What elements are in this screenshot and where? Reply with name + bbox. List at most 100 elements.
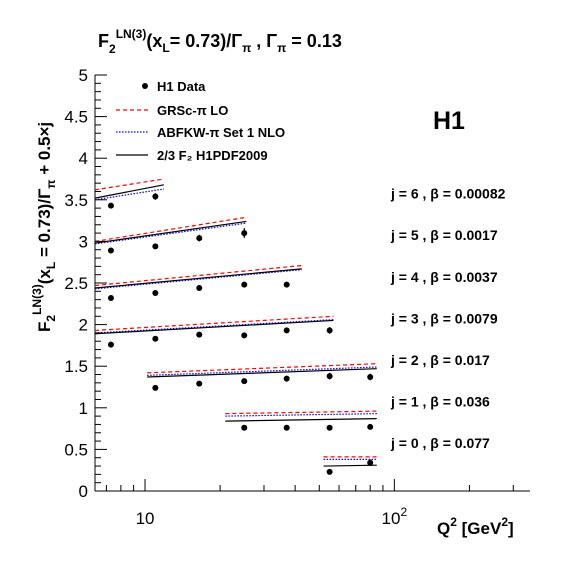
y-label-sub: 2 (44, 315, 58, 322)
x-tick-label: 102 (382, 505, 408, 528)
model-curves (94, 178, 377, 467)
data-point (283, 424, 290, 431)
title-sub: 2 (109, 42, 116, 56)
h1pdf-curve (94, 319, 334, 335)
x-axis-label: Q2 [GeV2] (437, 515, 514, 538)
title-part: F (98, 31, 109, 51)
data-point (241, 424, 248, 431)
abfkw-curve (94, 319, 334, 334)
y-tick-label: 0 (79, 482, 88, 501)
legend-label: H1 Data (157, 79, 206, 94)
legend: H1 Data GRSc-π LO ABFKW-π Set 1 NLO 2/3 F₂ … (116, 79, 285, 163)
h1pdf-curve (94, 184, 164, 199)
data-point (107, 341, 114, 348)
y-label-part: = 0.73)/Γ (35, 189, 54, 262)
h1pdf-curve (94, 268, 302, 289)
abfkw-curve (147, 366, 377, 376)
data-point (152, 289, 159, 296)
data-point (326, 327, 333, 334)
series-label: j = 2 , β = 0.017 (390, 352, 490, 368)
data-point (367, 459, 374, 466)
experiment-label: H1 (433, 107, 465, 135)
data-point (367, 423, 374, 430)
grsc-curve (147, 363, 377, 374)
data-point (152, 384, 159, 391)
h1pdf-curve (94, 220, 247, 244)
legend-label: 2/3 F₂ H1PDF2009 (157, 148, 268, 163)
series-label: j = 6 , β = 0.00082 (390, 186, 506, 202)
y-label-sup: LN(3) (30, 284, 44, 315)
legend-label: ABFKW-π Set 1 NLO (157, 125, 285, 140)
data-point (196, 331, 203, 338)
x-tick-label: 10 (136, 509, 155, 528)
x-tick-exponent: 2 (400, 505, 407, 519)
y-tick-label: 4 (79, 149, 88, 168)
title-sub: L (162, 41, 169, 55)
x-label-sup: 2 (450, 515, 457, 529)
x-label-part: ] (508, 519, 514, 538)
y-tick-label: 1.5 (64, 357, 88, 376)
data-point (196, 380, 203, 387)
title-sub: π (277, 41, 286, 55)
x-label-part: [GeV (457, 519, 502, 538)
x-label-sup: 2 (501, 515, 508, 529)
data-point (283, 327, 290, 334)
x-tick-base: 10 (382, 509, 401, 528)
title-sub: π (242, 41, 251, 55)
y-label-sub: π (44, 180, 58, 189)
title-part: , Γ (251, 31, 277, 51)
y-tick-label: 5 (79, 66, 88, 85)
x-label-part: Q (437, 519, 450, 538)
y-label-sub: L (44, 262, 58, 269)
data-point (107, 247, 114, 254)
series-label: j = 4 , β = 0.0037 (390, 269, 498, 285)
series-label: j = 3 , β = 0.0079 (390, 310, 498, 326)
y-label-part: + 0.5×j (35, 122, 54, 180)
series-label: j = 5 , β = 0.0017 (390, 227, 498, 243)
series-labels: j = 6 , β = 0.00082 j = 5 , β = 0.0017 j =… (390, 186, 506, 452)
data-point (326, 424, 333, 431)
data-points (107, 193, 374, 475)
y-tick-label: 2.5 (64, 274, 88, 293)
abfkw-curve (225, 413, 377, 417)
y-label-part: (x (35, 269, 54, 285)
title-part: = 0.13 (286, 31, 342, 51)
y-tick-label: 1 (79, 399, 88, 418)
y-axis-label: F2LN(3)(xL = 0.73)/Γπ + 0.5×j (30, 122, 58, 332)
data-point (241, 281, 248, 288)
series-label: j = 1 , β = 0.036 (390, 394, 490, 410)
title-part: (x (146, 31, 162, 51)
data-point (107, 202, 114, 209)
grsc-curve (94, 216, 247, 242)
legend-marker (142, 83, 148, 89)
data-point (241, 332, 248, 339)
y-tick-label: 3 (79, 232, 88, 251)
x-tick-base: 10 (136, 509, 155, 528)
legend-label: GRSc-π LO (157, 103, 228, 118)
abfkw-curve (94, 222, 247, 245)
data-point (367, 374, 374, 381)
data-point (152, 193, 159, 200)
y-tick-label: 3.5 (64, 191, 88, 210)
data-point (241, 378, 248, 385)
data-point (196, 284, 203, 291)
data-point (196, 235, 203, 242)
h1pdf-curve (323, 464, 377, 467)
data-point (241, 230, 248, 237)
data-point (152, 243, 159, 250)
grsc-curve (225, 410, 377, 415)
chart-title: F2LN(3)(xL= 0.73)/Γπ , Γπ = 0.13 (98, 27, 342, 56)
data-point (283, 375, 290, 382)
series-label: j = 0 , β = 0.077 (390, 435, 490, 451)
y-tick-label: 2 (79, 316, 88, 335)
title-sup: LN(3) (116, 27, 147, 41)
y-tick-label: 0.5 (64, 440, 88, 459)
abfkw-curve (94, 188, 164, 201)
grsc-curve (94, 178, 164, 191)
data-point (283, 281, 290, 288)
h1pdf-curve (225, 418, 377, 422)
y-tick-label: 4.5 (64, 108, 88, 127)
